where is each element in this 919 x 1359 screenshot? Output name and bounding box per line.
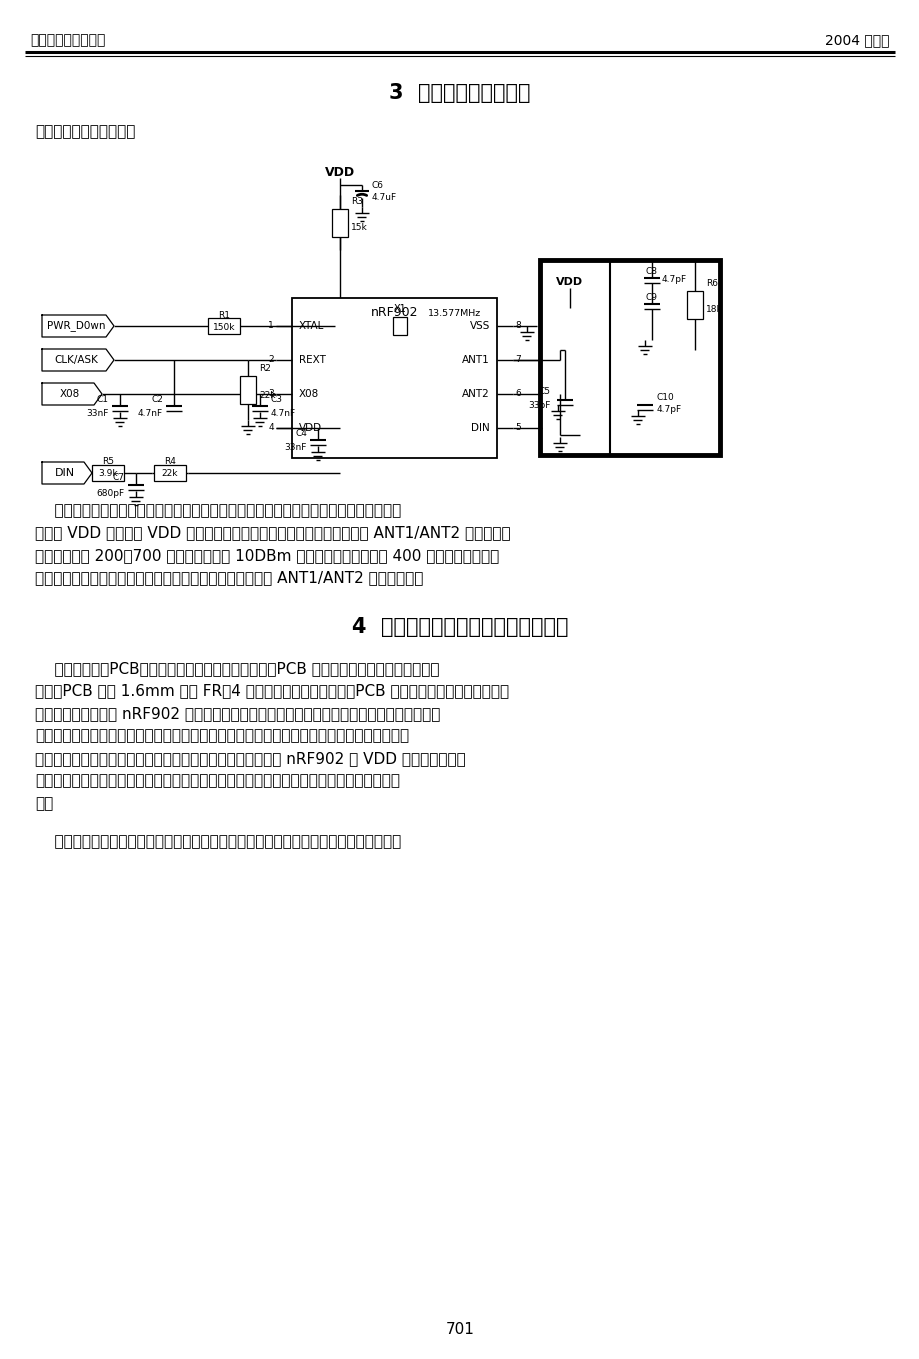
Text: 680pF: 680pF [96,488,125,497]
Text: 33nF: 33nF [86,409,108,419]
Text: DIN: DIN [471,423,490,434]
Text: C8: C8 [645,268,657,276]
Text: 33pF: 33pF [528,401,550,409]
Text: 3: 3 [268,390,274,398]
Text: DIN: DIN [55,467,75,478]
Text: nRF902: nRF902 [370,306,418,318]
Text: R1: R1 [219,310,231,319]
Bar [209,318,240,334]
Text: 到电源 VDD 端，电源 VDD 经过射频扼流圈或者环路天线的中心接入。在 ANT1/ANT2 输出端之间: 到电源 VDD 端，电源 VDD 经过射频扼流圈或者环路天线的中心接入。在 AN… [35,526,510,541]
Text: 13.577MHz: 13.577MHz [427,310,481,318]
Text: VDD: VDD [299,423,322,434]
Text: R2: R2 [259,364,270,372]
Text: R3: R3 [351,197,363,205]
Text: 射频发射电路如图所示：: 射频发射电路如图所示： [35,125,135,140]
Text: C1: C1 [96,394,108,404]
Text: REXT: REXT [299,355,325,366]
Text: C10: C10 [656,393,674,401]
Text: 电子测量与仪器学报: 电子测量与仪器学报 [30,33,106,48]
Text: 5: 5 [515,424,520,432]
Bar [686,291,702,319]
Text: CLK/ASK: CLK/ASK [54,355,97,366]
Text: C2: C2 [151,394,163,404]
Text: C7: C7 [113,473,125,482]
Text: X1: X1 [393,304,406,314]
Text: 2: 2 [268,356,274,364]
Bar [291,298,496,458]
Text: VSS: VSS [469,321,490,332]
Text: R6: R6 [705,279,717,288]
Text: 射频点路的元件面以 nRF902 为中心，各元件紧靠其周围，尽可能的减少分布参数的影响。元: 射频点路的元件面以 nRF902 为中心，各元件紧靠其周围，尽可能的减少分布参数… [35,705,440,722]
Text: 1: 1 [268,322,274,330]
Polygon shape [42,383,102,405]
Text: 4.7pF: 4.7pF [662,276,686,284]
Text: 对于射频电路来说，即使是很短的一条线也相当于一个电感。根据一个大致的转换准则: 对于射频电路来说，即使是很短的一条线也相当于一个电感。根据一个大致的转换准则 [35,834,401,849]
Bar [392,317,406,336]
Polygon shape [42,349,114,371]
Text: 道电容量的表面安装的电容旁并联一个小数值的电容。射频电路的电源与接口电路的电源分: 道电容量的表面安装的电容旁并联一个小数值的电容。射频电路的电源与接口电路的电源分 [35,773,400,788]
Text: 4  电路板设计时应该注意的一些问题: 4 电路板设计时应该注意的一些问题 [351,617,568,637]
Text: 关于天线的设计，天线输出端通过平衡的射频输出到天线，这个引脚端必须有直流通道: 关于天线的设计，天线输出端通过平衡的射频输出到天线，这个引脚端必须有直流通道 [35,503,401,518]
Text: 离。: 离。 [35,796,53,811]
Text: 6: 6 [515,390,520,398]
Text: 4.7nF: 4.7nF [271,409,296,419]
Text: PWR_D0wn: PWR_D0wn [47,321,105,332]
Text: 4.7pF: 4.7pF [656,405,681,413]
Bar [92,465,124,481]
Text: R5: R5 [102,458,114,466]
Text: 18k: 18k [705,306,722,314]
Text: R4: R4 [164,458,176,466]
Text: C6: C6 [371,182,383,190]
Text: 4.7nF: 4.7nF [138,409,163,419]
Text: 7: 7 [515,356,520,364]
Bar [332,208,347,236]
Text: 2004 年增刊: 2004 年增刊 [824,33,889,48]
Text: ANT1: ANT1 [461,355,490,366]
Bar [153,465,186,481]
Text: X08: X08 [60,389,80,400]
Polygon shape [42,462,92,484]
Text: C5: C5 [539,387,550,397]
Text: VDD: VDD [556,277,583,287]
Text: 3.9k: 3.9k [98,469,118,478]
Text: 22k: 22k [259,390,275,400]
Text: C3: C3 [271,394,283,404]
Text: 4: 4 [268,424,274,432]
Text: 路的电源使用高性能的射频电容去耦，去耦电容尽可能的靠近 nRF902 的 VDD 端，一般还在叫: 路的电源使用高性能的射频电容去耦，去耦电容尽可能的靠近 nRF902 的 VDD… [35,752,465,766]
Text: XTAL: XTAL [299,321,324,332]
Text: ANT2: ANT2 [461,389,490,400]
Text: 701: 701 [445,1322,474,1337]
Text: VDD: VDD [324,166,355,178]
Text: 22k: 22k [162,469,178,478]
Text: 15k: 15k [351,223,368,232]
Text: 布置。PCB 使用 1.6mm 后的 FR－4 双面板，分元件面和底面。PCB 的地面有一个连续的接地面，: 布置。PCB 使用 1.6mm 后的 FR－4 双面板，分元件面和底面。PCB … [35,684,508,699]
Polygon shape [42,315,114,337]
Text: 8: 8 [515,322,520,330]
Text: 33nF: 33nF [284,443,307,453]
Text: 印制电路板（PCB）的设计直接关系到射频的性能，PCB 分成射频电路和接口电路两部分: 印制电路板（PCB）的设计直接关系到射频的性能，PCB 分成射频电路和接口电路两… [35,660,439,675]
Text: C4: C4 [295,428,307,438]
Bar [240,376,255,404]
Text: 4.7uF: 4.7uF [371,193,397,201]
Text: 的负载阻抗为 200～700 欧姆。如果需要 10DBm 的输出功率，推荐使用 400 欧姆的负载阻抗。: 的负载阻抗为 200～700 欧姆。如果需要 10DBm 的输出功率，推荐使用 … [35,548,499,563]
Text: 150k: 150k [213,322,235,332]
Text: 3  接口电路的硬件连接: 3 接口电路的硬件连接 [389,83,530,103]
Text: C9: C9 [645,294,657,303]
Bar [539,260,720,455]
Text: 件面的接地面保证元件充分的接地，大量的通孔连接元件面的接地面到底面的接地面。射频电: 件面的接地面保证元件充分的接地，大量的通孔连接元件面的接地面到底面的接地面。射频… [35,728,409,743]
Text: 低负载阻抗可以通过差动到单端匹配网络或者射频变压器与 ANT1/ANT2 输出端连接。: 低负载阻抗可以通过差动到单端匹配网络或者射频变压器与 ANT1/ANT2 输出端… [35,571,423,586]
Text: X08: X08 [299,389,319,400]
